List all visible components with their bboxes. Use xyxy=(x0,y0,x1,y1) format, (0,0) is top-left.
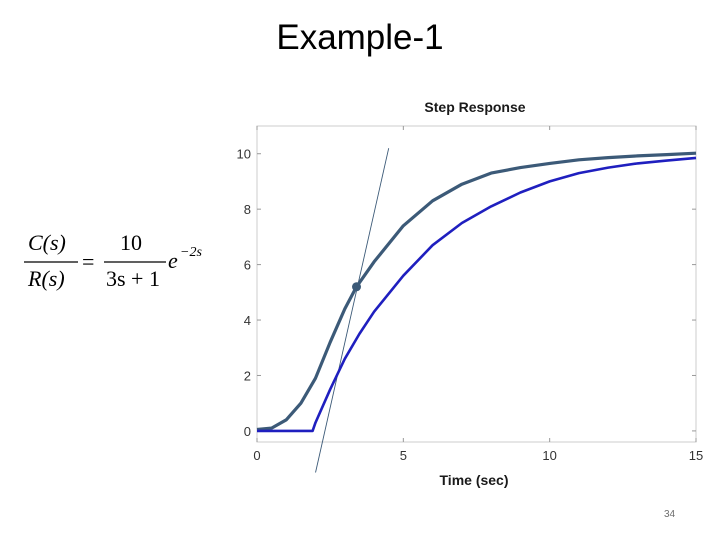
x-tick-label: 0 xyxy=(253,448,260,463)
y-tick-label: 0 xyxy=(244,424,251,439)
tangent-line xyxy=(315,148,390,473)
formula-tf-denominator: 3s + 1 xyxy=(106,266,160,291)
formula-exp-power: −2s xyxy=(180,245,202,260)
y-tick-label: 4 xyxy=(244,313,251,328)
x-tick-label: 5 xyxy=(400,448,407,463)
page-number: 34 xyxy=(664,509,676,520)
y-tick-label: 10 xyxy=(237,147,251,162)
formula-tf-numerator: 10 xyxy=(120,230,142,255)
series-line-2 xyxy=(257,156,697,433)
x-tick-label: 15 xyxy=(689,448,703,463)
plot-area xyxy=(256,125,697,443)
y-tick-label: 8 xyxy=(244,202,251,217)
y-tick-label: 2 xyxy=(244,368,251,383)
y-tick-label: 6 xyxy=(244,258,251,273)
series-line-1 xyxy=(256,151,697,432)
formula-equals: = xyxy=(82,249,94,274)
chart-title: Step Response xyxy=(424,99,525,115)
x-axis-label: Time (sec) xyxy=(440,472,509,488)
formula-denominator: R(s) xyxy=(27,266,65,291)
slide-title: Example-1 xyxy=(276,18,444,57)
inflection-point-marker xyxy=(352,282,362,292)
formula-exp-base: e xyxy=(168,248,178,273)
formula-numerator: C(s) xyxy=(28,230,66,255)
transfer-function-formula: C(s) R(s) = 10 3s + 1 e −2s xyxy=(24,230,202,291)
x-tick-label: 10 xyxy=(542,448,556,463)
